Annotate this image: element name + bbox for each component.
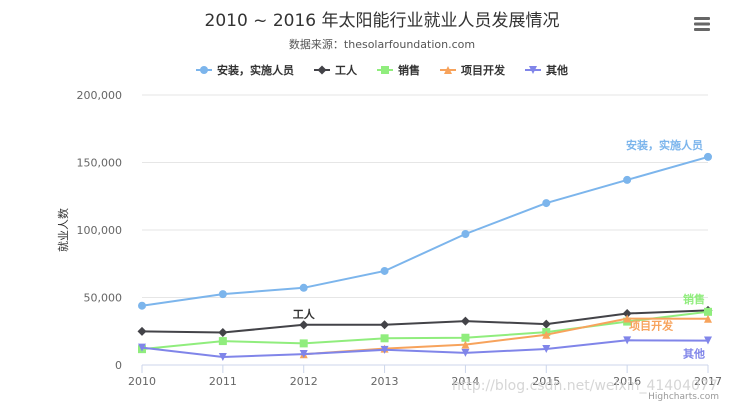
data-point (380, 320, 390, 330)
chart-title: 2010 ~ 2016 年太阳能行业就业人员发展情况 (205, 11, 560, 31)
data-point (542, 345, 551, 354)
series-layer (137, 152, 713, 361)
chart-legend: 安装，实施人员 工人 销售 项目开发 其他 (196, 63, 568, 77)
data-point (704, 307, 712, 316)
data-point (542, 199, 551, 208)
y-gridlines (142, 94, 708, 366)
data-point (461, 230, 470, 239)
annotation-label: 项目开发 (629, 319, 674, 333)
data-point (461, 348, 470, 357)
data-point (461, 340, 470, 349)
annotation-label: 其他 (683, 347, 705, 361)
data-point (704, 314, 712, 323)
x-tick-label: 2016 (613, 375, 641, 388)
menu-bar-top (694, 17, 710, 20)
legend-item[interactable]: 工人 (314, 63, 358, 77)
data-point (542, 330, 551, 339)
series-1 (138, 152, 712, 310)
legend-label: 销售 (398, 63, 420, 77)
x-tick-label: 2015 (532, 375, 560, 388)
data-point (299, 350, 308, 359)
legend-label: 其他 (546, 63, 568, 77)
legend-item[interactable]: 其他 (525, 63, 568, 77)
context-menu-button[interactable] (691, 14, 713, 34)
data-point (218, 328, 228, 338)
data-point (704, 152, 712, 161)
data-point (541, 319, 551, 329)
legend-item[interactable]: 销售 (377, 63, 420, 77)
legend-marker (381, 66, 389, 74)
data-point (623, 336, 632, 345)
data-point (137, 326, 147, 336)
x-tick-label: 2017 (694, 375, 722, 388)
legend-label: 工人 (335, 63, 358, 77)
series-5 (138, 336, 712, 361)
x-tick-label: 2012 (290, 375, 318, 388)
data-point (299, 339, 308, 348)
data-point (704, 336, 712, 345)
credits-link[interactable]: Highcharts.com (648, 392, 719, 402)
menu-bar-bottom (694, 28, 710, 31)
data-point (138, 301, 146, 310)
data-point (380, 345, 389, 354)
legend-marker (529, 66, 537, 74)
series-line-1 (141, 155, 709, 307)
y-tick-label: 200,000 (77, 89, 123, 102)
series-2 (137, 305, 713, 338)
x-tick-label: 2011 (209, 375, 237, 388)
chart-subtitle: 数据来源：thesolarfoundation.com (289, 37, 475, 51)
watermark-text: http://blog.csdn.net/weixin_41404077 (452, 378, 718, 394)
data-point (218, 352, 227, 361)
legend-marker (444, 66, 452, 74)
legend-marker (317, 65, 327, 75)
x-tick-label: 2014 (451, 375, 479, 388)
menu-bar-middle (694, 22, 710, 26)
legend-item[interactable]: 项目开发 (440, 63, 506, 77)
y-tick-label: 50,000 (84, 292, 123, 305)
legend-label: 安装，实施人员 (217, 63, 294, 77)
x-tick-label: 2010 (128, 375, 156, 388)
legend-marker (200, 66, 208, 74)
annotation-label: 销售 (683, 292, 705, 306)
series-line-5 (141, 339, 709, 358)
annotation-label: 安装，实施人员 (626, 138, 703, 152)
x-axis: 2010 2011 2012 2013 2014 2015 2016 2017 (128, 365, 722, 388)
legend-label: 项目开发 (461, 63, 506, 77)
series-line-2 (141, 309, 709, 334)
data-point (380, 266, 389, 275)
data-point (218, 290, 227, 299)
data-point (138, 343, 146, 352)
y-axis-label: 就业人数 (56, 208, 70, 252)
data-point (299, 320, 309, 330)
data-point (461, 333, 470, 342)
y-tick-label: 150,000 (77, 157, 123, 170)
data-point (460, 316, 470, 326)
data-point (299, 283, 308, 292)
data-point (623, 175, 632, 184)
annotation-label: 工人 (293, 307, 316, 321)
data-point (623, 314, 632, 323)
y-tick-label: 0 (115, 359, 122, 372)
series-line-3 (141, 310, 709, 351)
data-point (622, 309, 632, 319)
y-axis: 0 50,000 100,000 150,000 200,000 (77, 89, 123, 372)
data-point (380, 334, 389, 343)
data-point (218, 337, 227, 346)
legend-item[interactable]: 安装，实施人员 (196, 63, 294, 77)
x-tick-label: 2013 (371, 375, 399, 388)
y-tick-label: 100,000 (77, 224, 123, 237)
